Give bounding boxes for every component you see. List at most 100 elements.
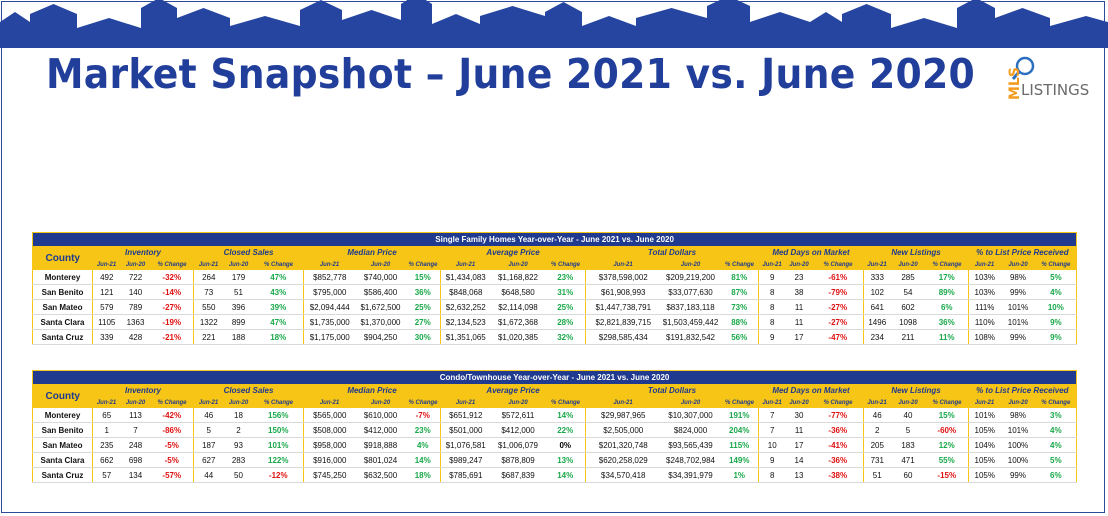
- cell: $248,702,984: [660, 452, 721, 468]
- cell: 89%: [925, 284, 969, 300]
- cell: $852,778: [303, 270, 356, 285]
- skyline-shape: [0, 0, 1108, 48]
- cell: 264: [193, 270, 224, 285]
- cell: 602: [890, 299, 926, 315]
- sub-header: % Change: [925, 259, 969, 270]
- logo: MLS LISTINGS: [1007, 56, 1089, 100]
- cell: 101%: [1000, 314, 1036, 330]
- cell: 698: [120, 452, 151, 468]
- cell: -7%: [405, 408, 441, 423]
- cell: 188: [223, 329, 254, 345]
- group-header: Average Price: [440, 384, 586, 397]
- group-header-row: County Inventory Closed Sales Median Price A…: [32, 384, 1077, 408]
- county-name: Santa Clara: [32, 314, 93, 330]
- data-table: Single Family Homes Year-over-Year - Jun…: [32, 232, 1078, 345]
- sub-header: Jun-21: [92, 259, 121, 270]
- sub-header-row: Jun-21 Jun-20% Change Jun-21 Jun-20% Change…: [33, 397, 1077, 408]
- sub-header: Jun-20: [1000, 397, 1036, 408]
- cell: $201,320,748: [585, 437, 661, 453]
- cell: 396: [223, 299, 254, 315]
- sub-header: Jun-20: [785, 259, 813, 270]
- cell: 641: [863, 299, 891, 315]
- cell: 428: [120, 329, 151, 345]
- cell: -60%: [925, 422, 969, 438]
- cell: 40: [890, 408, 926, 423]
- cell: 25%: [545, 299, 586, 315]
- sub-header: Jun-21: [863, 397, 891, 408]
- group-header: Closed Sales: [193, 246, 304, 259]
- sub-header: % Change: [150, 259, 194, 270]
- cell: 115%: [720, 437, 759, 453]
- sub-header: Jun-21: [303, 397, 356, 408]
- cell: $1,076,581: [440, 437, 491, 453]
- cell: 183: [890, 437, 926, 453]
- cell: 11: [785, 299, 813, 315]
- cell: 101%: [1000, 422, 1036, 438]
- group-header: Median Price: [303, 246, 441, 259]
- cell: 14%: [545, 467, 586, 483]
- cell: 60: [890, 467, 926, 483]
- cell: $209,219,200: [660, 270, 721, 285]
- cell: 187: [193, 437, 224, 453]
- cell: $916,000: [303, 452, 356, 468]
- cell: 4%: [1035, 437, 1077, 453]
- data-row: Santa Cruz 339 428 -21% 221 188 18% $1,175,000 $…: [32, 329, 1077, 345]
- cell: $572,611: [490, 408, 546, 423]
- cell: 30: [785, 408, 813, 423]
- group-header-row: County Inventory Closed Sales Median Price A…: [32, 246, 1077, 270]
- cell: $651,912: [440, 408, 491, 423]
- group-header: Inventory: [92, 246, 194, 259]
- sub-header: % Change: [150, 397, 194, 408]
- cell: 156%: [253, 408, 304, 423]
- group-header: Closed Sales: [193, 384, 304, 397]
- cell: 98%: [1000, 270, 1036, 285]
- cell: 1496: [863, 314, 891, 330]
- cell: $878,809: [490, 452, 546, 468]
- cell: 99%: [1000, 284, 1036, 300]
- cell: -57%: [150, 467, 194, 483]
- cell: $2,094,444: [303, 299, 356, 315]
- data-row: San Mateo 235 248 -5% 187 93 101% $958,000 $918,…: [32, 437, 1077, 453]
- group-header: % to List Price Received: [968, 246, 1077, 259]
- table-title: Single Family Homes Year-over-Year - Jun…: [32, 232, 1077, 246]
- county-name: Monterey: [32, 270, 93, 285]
- cell: 9%: [1035, 314, 1077, 330]
- cell: 23%: [545, 270, 586, 285]
- cell: -14%: [150, 284, 194, 300]
- cell: 18%: [253, 329, 304, 345]
- cell: $298,585,434: [585, 329, 661, 345]
- cell: 8: [758, 467, 786, 483]
- cell: $586,400: [355, 284, 406, 300]
- group-header: New Listings: [863, 384, 969, 397]
- sub-header: Jun-20: [490, 397, 546, 408]
- cell: 1%: [720, 467, 759, 483]
- cell: $1,503,459,442: [660, 314, 721, 330]
- cell: -77%: [812, 408, 864, 423]
- cell: $824,000: [660, 422, 721, 438]
- cell: 14%: [545, 408, 586, 423]
- cell: $1,175,000: [303, 329, 356, 345]
- cell: $29,987,965: [585, 408, 661, 423]
- cell: 12%: [925, 437, 969, 453]
- cell: -41%: [812, 437, 864, 453]
- cell: 57: [92, 467, 121, 483]
- cell: -21%: [150, 329, 194, 345]
- group-header: % to List Price Received: [968, 384, 1077, 397]
- cell: 100%: [1000, 452, 1036, 468]
- cell: $191,832,542: [660, 329, 721, 345]
- cell: 627: [193, 452, 224, 468]
- cell: 4%: [405, 437, 441, 453]
- sub-header: Jun-20: [223, 397, 254, 408]
- cell: 101%: [1000, 299, 1036, 315]
- data-row: Monterey 492 722 -32% 264 179 47% $852,778 $740,…: [32, 270, 1077, 285]
- cell: $1,735,000: [303, 314, 356, 330]
- cell: $1,434,083: [440, 270, 491, 285]
- cell: $1,672,368: [490, 314, 546, 330]
- county-name: San Benito: [32, 284, 93, 300]
- group-header: County: [32, 384, 93, 408]
- cell: 10%: [1035, 299, 1077, 315]
- cell: 43%: [253, 284, 304, 300]
- cell: 150%: [253, 422, 304, 438]
- sub-header: Jun-21: [585, 259, 661, 270]
